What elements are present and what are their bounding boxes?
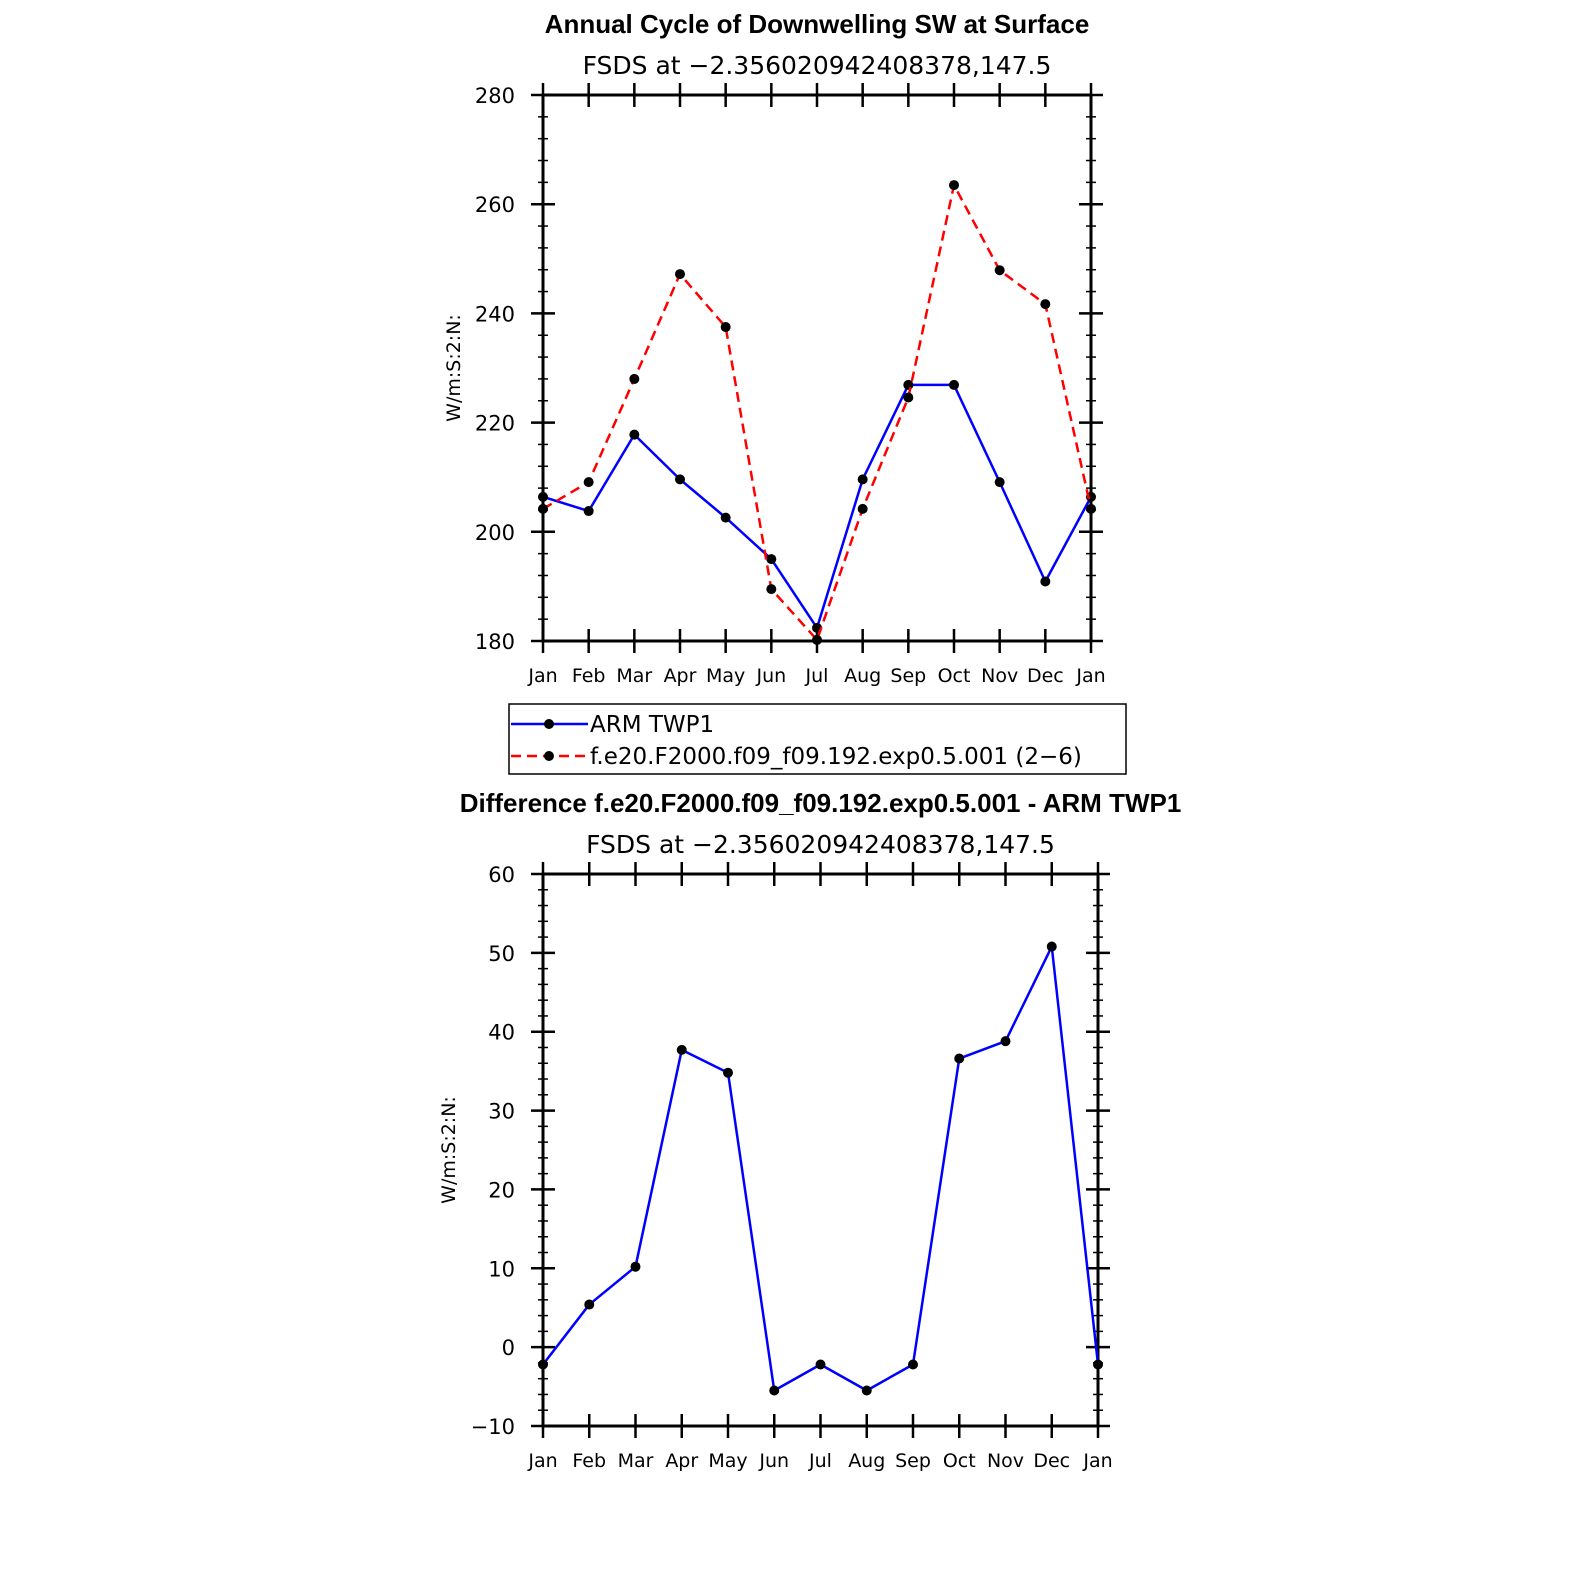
x-tick-label: Jun <box>758 1450 789 1472</box>
data-point <box>815 1359 826 1370</box>
data-point <box>1040 576 1051 587</box>
data-point <box>1086 503 1096 514</box>
y-tick-label: 40 <box>488 1021 515 1045</box>
plot-frame <box>541 93 1093 643</box>
legend-entry: ARM TWP1 <box>590 712 714 738</box>
data-point <box>994 477 1005 488</box>
data-point <box>1000 1036 1011 1047</box>
data-point <box>583 506 594 517</box>
x-tick-label: Nov <box>981 665 1018 687</box>
x-tick-label: Nov <box>987 1450 1024 1472</box>
y-tick-label: 260 <box>475 193 515 217</box>
data-point <box>766 554 777 565</box>
data-point <box>630 1261 641 1272</box>
data-point <box>675 269 685 280</box>
data-point <box>766 584 777 595</box>
data-point <box>769 1385 780 1396</box>
chart-title: Annual Cycle of Downwelling SW at Surfac… <box>545 9 1090 39</box>
y-axis-label: W/m:S:2:N: <box>443 314 465 422</box>
data-point <box>629 429 640 440</box>
x-tick-label: Jan <box>527 1450 557 1472</box>
x-tick-label: May <box>708 1450 747 1472</box>
data-point <box>538 503 548 514</box>
data-point <box>994 265 1005 276</box>
y-tick-label: 280 <box>475 84 515 108</box>
x-tick-label: Oct <box>943 1450 976 1472</box>
legend-swatch-marker <box>544 719 554 729</box>
data-point <box>676 1044 687 1055</box>
data-point <box>857 474 868 485</box>
y-tick-label: 180 <box>475 630 515 654</box>
data-point <box>583 477 594 488</box>
y-tick-label: 10 <box>488 1257 515 1281</box>
series-line-2 <box>542 183 1093 642</box>
x-tick-label: Mar <box>616 665 652 687</box>
data-point <box>629 373 640 384</box>
data-point <box>908 1359 918 1370</box>
x-tick-label: Dec <box>1027 665 1064 687</box>
y-axis-label: W/m:S:2:N: <box>438 1096 460 1204</box>
y-tick-label: 200 <box>475 521 515 545</box>
chart-subtitle: FSDS at −2.356020942408378,147.5 <box>586 830 1055 859</box>
x-tick-label: Jul <box>808 1450 832 1472</box>
data-point <box>949 180 959 191</box>
data-point <box>1040 299 1051 310</box>
x-tick-label: Feb <box>572 665 606 687</box>
x-tick-label: Feb <box>572 1450 606 1472</box>
x-tick-label: Dec <box>1033 1450 1070 1472</box>
plot-frame <box>541 872 1100 1428</box>
x-tick-label: May <box>706 665 745 687</box>
x-tick-label: Oct <box>938 665 971 687</box>
series-line-1 <box>542 945 1100 1392</box>
x-tick-label: Jul <box>805 665 829 687</box>
data-point <box>720 322 731 333</box>
x-tick-label: Jun <box>755 665 786 687</box>
data-point <box>584 1299 595 1310</box>
x-tick-label: Apr <box>664 665 697 687</box>
data-point <box>857 503 868 514</box>
data-point <box>675 474 685 485</box>
legend-box <box>508 703 1127 775</box>
data-point <box>861 1385 872 1396</box>
y-tick-label: 0 <box>502 1336 515 1360</box>
legend-entry: f.e20.F2000.f09_f09.192.exp0.5.001 (2−6) <box>590 744 1082 770</box>
y-tick-label: 30 <box>488 1100 515 1124</box>
y-tick-label: 50 <box>488 942 515 966</box>
data-point <box>538 491 548 502</box>
y-tick-label: −10 <box>471 1415 515 1439</box>
x-tick-label: Apr <box>665 1450 698 1472</box>
data-point <box>538 1359 548 1370</box>
y-tick-label: 60 <box>488 863 515 887</box>
x-tick-label: Jan <box>1075 665 1105 687</box>
chart-title: Difference f.e20.F2000.f09_f09.192.exp0.… <box>460 788 1182 818</box>
chart-panel-1: Annual Cycle of Downwelling SW at Surfac… <box>443 9 1127 775</box>
data-point <box>903 379 914 390</box>
data-point <box>812 634 822 645</box>
x-tick-label: Sep <box>895 1450 931 1472</box>
data-point <box>723 1067 733 1078</box>
x-tick-label: Aug <box>844 665 881 687</box>
y-tick-label: 240 <box>475 302 515 326</box>
data-point <box>1046 941 1057 952</box>
legend: ARM TWP1 f.e20.F2000.f09_f09.192.exp0.5.0… <box>508 703 1127 775</box>
series-line-1 <box>542 383 1093 630</box>
x-tick-label: Sep <box>890 665 926 687</box>
x-tick-label: Jan <box>527 665 557 687</box>
data-point <box>954 1053 965 1064</box>
chart-panel-2: Difference f.e20.F2000.f09_f09.192.exp0.… <box>438 788 1181 1472</box>
x-tick-label: Aug <box>848 1450 885 1472</box>
data-point <box>949 379 959 390</box>
y-tick-label: 20 <box>488 1178 515 1202</box>
chart-subtitle: FSDS at −2.356020942408378,147.5 <box>583 51 1052 80</box>
x-tick-label: Mar <box>618 1450 654 1472</box>
data-point <box>1093 1359 1103 1370</box>
data-point <box>903 392 914 403</box>
x-tick-label: Jan <box>1082 1450 1112 1472</box>
y-tick-label: 220 <box>475 412 515 436</box>
legend-swatch-marker <box>544 751 554 761</box>
data-point <box>720 512 731 523</box>
